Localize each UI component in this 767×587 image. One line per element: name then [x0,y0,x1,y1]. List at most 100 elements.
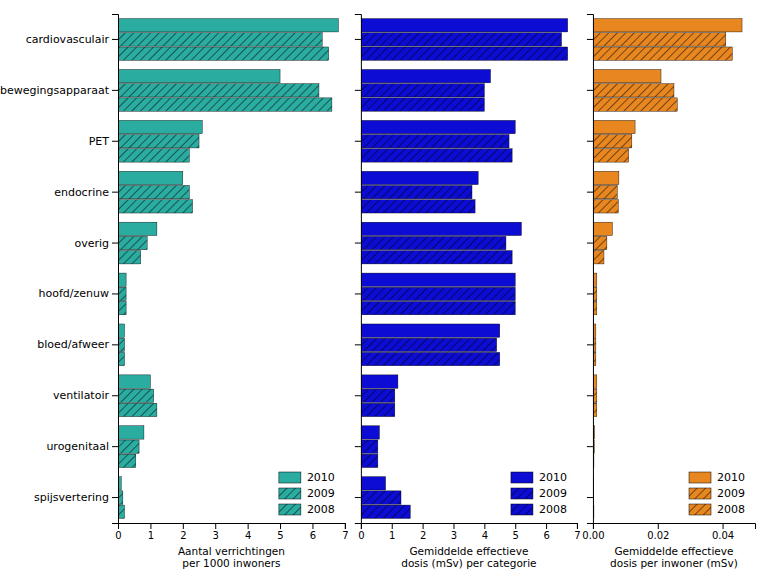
x-tick-label: 6 [543,530,549,541]
bar [361,236,506,249]
x-tick-label: 1 [389,530,395,541]
y-tick-mark [587,243,593,244]
x-tick: 0.02 [647,523,669,541]
x-tick: 2 [420,523,426,541]
x-tick-mark [392,523,393,529]
legend-label: 2008 [307,503,335,516]
y-tick [587,293,593,294]
y-tick-mark [587,446,593,447]
legend-item: 2009 [279,487,335,500]
series [118,47,332,518]
bar [118,171,183,184]
legend: 201020092008 [689,471,745,516]
y-tick-label: urogenitaal [46,440,109,453]
x-tick: 2 [180,523,186,541]
bar [118,98,332,111]
legend-swatch [511,488,533,499]
x-tick-mark [345,523,346,529]
bar [361,375,398,388]
bar [118,120,202,133]
y-tick: ventilatoir [53,389,118,402]
x-tick: 5 [513,523,519,541]
y-tick [587,395,593,396]
legend-swatch [279,488,301,499]
y-tick-mark [112,497,118,498]
y-tick [587,192,593,193]
bar [361,352,500,365]
y-tick [355,39,361,40]
x-tick: 6 [310,523,316,541]
bars [118,19,338,519]
bar [593,69,661,82]
y-tick-mark [355,395,361,396]
y-axis-line [355,15,362,524]
x-axis-line [119,524,346,530]
y-tick-mark [112,39,118,40]
x-tick-mark [248,523,249,529]
y-tick-mark [587,497,593,498]
bar [118,426,144,439]
bar [361,251,512,264]
x-tick-label: 3 [451,530,457,541]
legend-label: 2008 [539,503,567,516]
y-axis: cardiovasculairbewegingsapparaatPETendoc… [0,15,119,524]
bar [593,33,726,46]
x-tick-label: 1 [148,530,154,541]
panel: 0.000.020.04Gemiddelde effectievedosis p… [582,15,755,570]
y-tick-label: overig [74,237,109,250]
bar [593,149,629,162]
x-tick-label: 0 [115,530,121,541]
x-tick-mark [312,523,313,529]
series [593,33,726,504]
x-axis: 01234567 [358,523,580,541]
bar [361,200,475,213]
y-tick-mark [587,39,593,40]
x-tick: 7 [342,523,348,541]
bar [593,222,612,235]
y-tick [355,293,361,294]
y-tick-mark [587,192,593,193]
y-tick [587,39,593,40]
x-tick-mark [546,523,547,529]
bar [361,454,378,467]
legend-label: 2009 [307,487,335,500]
x-tick-label: 0 [358,530,364,541]
x-tick: 3 [451,523,457,541]
y-tick-label: bewegingsapparaat [0,84,110,97]
bar [118,149,189,162]
legend: 201020092008 [511,471,567,516]
panel: 01234567Gemiddelde effectievedosis (mSv)… [355,15,581,570]
y-tick: bewegingsapparaat [0,84,118,97]
bar [593,200,618,213]
y-tick-mark [587,293,593,294]
y-tick-mark [112,344,118,345]
bar [593,185,617,198]
y-tick-mark [355,243,361,244]
legend-label: 2010 [717,471,745,484]
bar [118,454,136,467]
bar [118,69,280,82]
x-axis: 0.000.020.04 [582,523,755,541]
y-axis [587,15,594,524]
y-tick [355,243,361,244]
legend-swatch [689,504,711,515]
y-tick-mark [355,90,361,91]
x-tick-label: 2 [180,530,186,541]
bar [361,98,484,111]
y-tick [587,344,593,345]
x-tick-mark [183,523,184,529]
y-tick [587,497,593,498]
y-tick-mark [112,395,118,396]
bar [361,19,568,32]
x-tick: 5 [277,523,283,541]
x-tick-mark [515,523,516,529]
x-axis-title: Gemiddelde effectievedosis (mSv) per cat… [401,545,536,569]
y-tick-mark [112,90,118,91]
bar [361,324,500,337]
bars [593,19,742,519]
y-tick-mark [112,141,118,142]
x-tick: 1 [389,523,395,541]
bar [593,135,632,148]
bar [593,98,677,111]
chart-root: 01234567cardiovasculairbewegingsapparaat… [0,0,767,587]
